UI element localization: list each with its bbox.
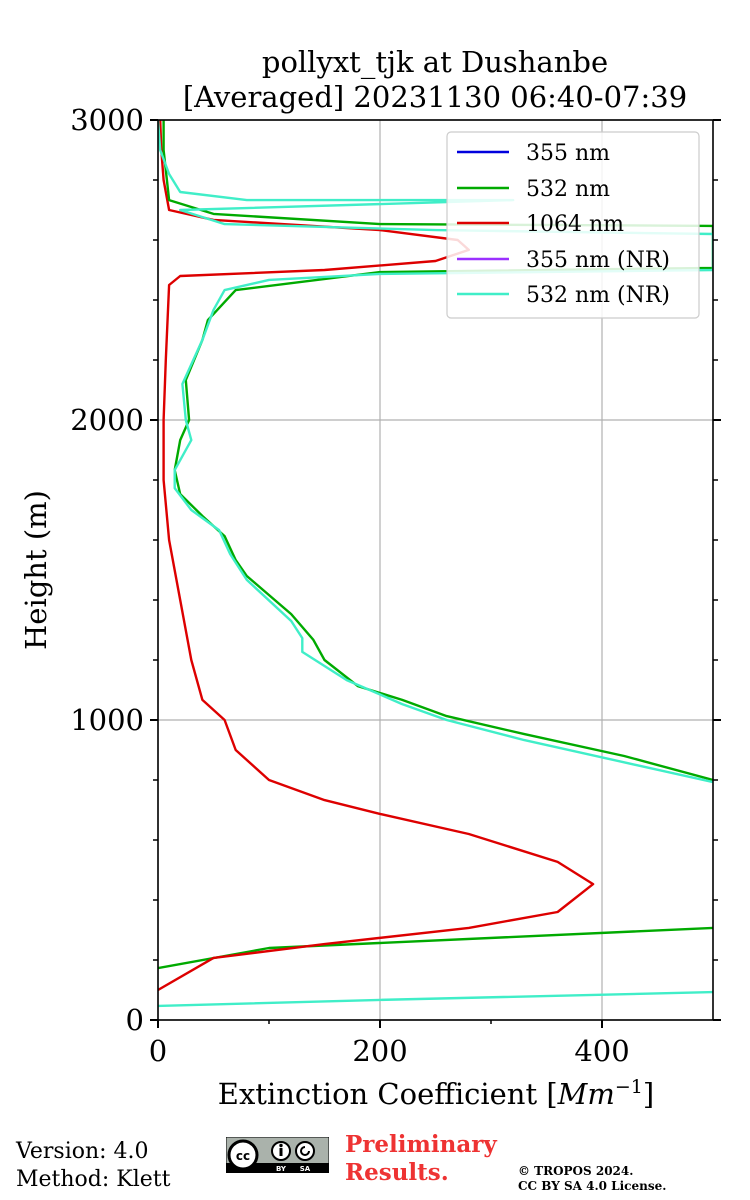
y-tick-label-0: 0 [126, 1003, 144, 1037]
legend-label-532-nr: 532 nm (NR) [526, 283, 670, 308]
series-lines [158, 120, 713, 1008]
method-text: Method: Klett [16, 1167, 171, 1192]
cc-by-sa-badge-icon: cc BY SA [226, 1137, 329, 1173]
license-notice: © TROPOS 2024. CC BY SA 4.0 License. [518, 1164, 666, 1194]
x-tick-label-400: 400 [574, 1034, 629, 1068]
license-line2: CC BY SA 4.0 License. [518, 1179, 667, 1193]
chart-title-line1: pollyxt_tjk at Dushanbe [262, 45, 608, 80]
legend-box [446, 131, 700, 319]
chart-title-line2: [Averaged] 20231130 06:40-07:39 [183, 80, 687, 114]
y-tick-label-3000: 3000 [70, 103, 144, 137]
axis-ticks: 0 200 400 0 1000 2000 3000 [70, 103, 721, 1068]
legend-label-1064: 1064 nm [526, 212, 624, 237]
version-text: Version: 4.0 [16, 1139, 149, 1164]
y-tick-label-1000: 1000 [70, 703, 144, 737]
series-line-532-nm-nr--4 [158, 990, 713, 1008]
version-method-info: Version: 4.0 Method: Klett [16, 1138, 170, 1194]
y-tick-label-2000: 2000 [70, 403, 144, 437]
legend-label-532: 532 nm [526, 177, 610, 202]
x-axis-label: Extinction Coefficient [Mm−1] [218, 1076, 654, 1111]
y-axis-label: Height (m) [19, 490, 53, 650]
legend-label-355-nr: 355 nm (NR) [526, 248, 670, 273]
cc-badge-cc-text: cc [236, 1149, 250, 1163]
series-line-532-nm-nr--6 [158, 120, 713, 784]
preliminary-line2: Results. [345, 1159, 449, 1186]
plot-frame [157, 119, 714, 1021]
cc-badge-sa-text: SA [300, 1165, 311, 1173]
legend: 355 nm 532 nm 1064 nm 355 nm (NR) 532 nm… [446, 131, 700, 319]
series-line-532-nm-1 [158, 926, 713, 970]
series-line-1064-nm-2 [158, 120, 595, 992]
x-tick-label-200: 200 [352, 1034, 407, 1068]
x-tick-label-0: 0 [149, 1034, 167, 1068]
preliminary-line1: Preliminary [345, 1131, 497, 1158]
extinction-profile-chart: pollyxt_tjk at Dushanbe [Averaged] 20231… [19, 45, 721, 1111]
preliminary-results-notice: Preliminary Results. [345, 1131, 497, 1187]
legend-label-355: 355 nm [526, 141, 610, 166]
cc-badge-by-text: BY [276, 1165, 287, 1173]
license-line1: © TROPOS 2024. [518, 1164, 634, 1178]
